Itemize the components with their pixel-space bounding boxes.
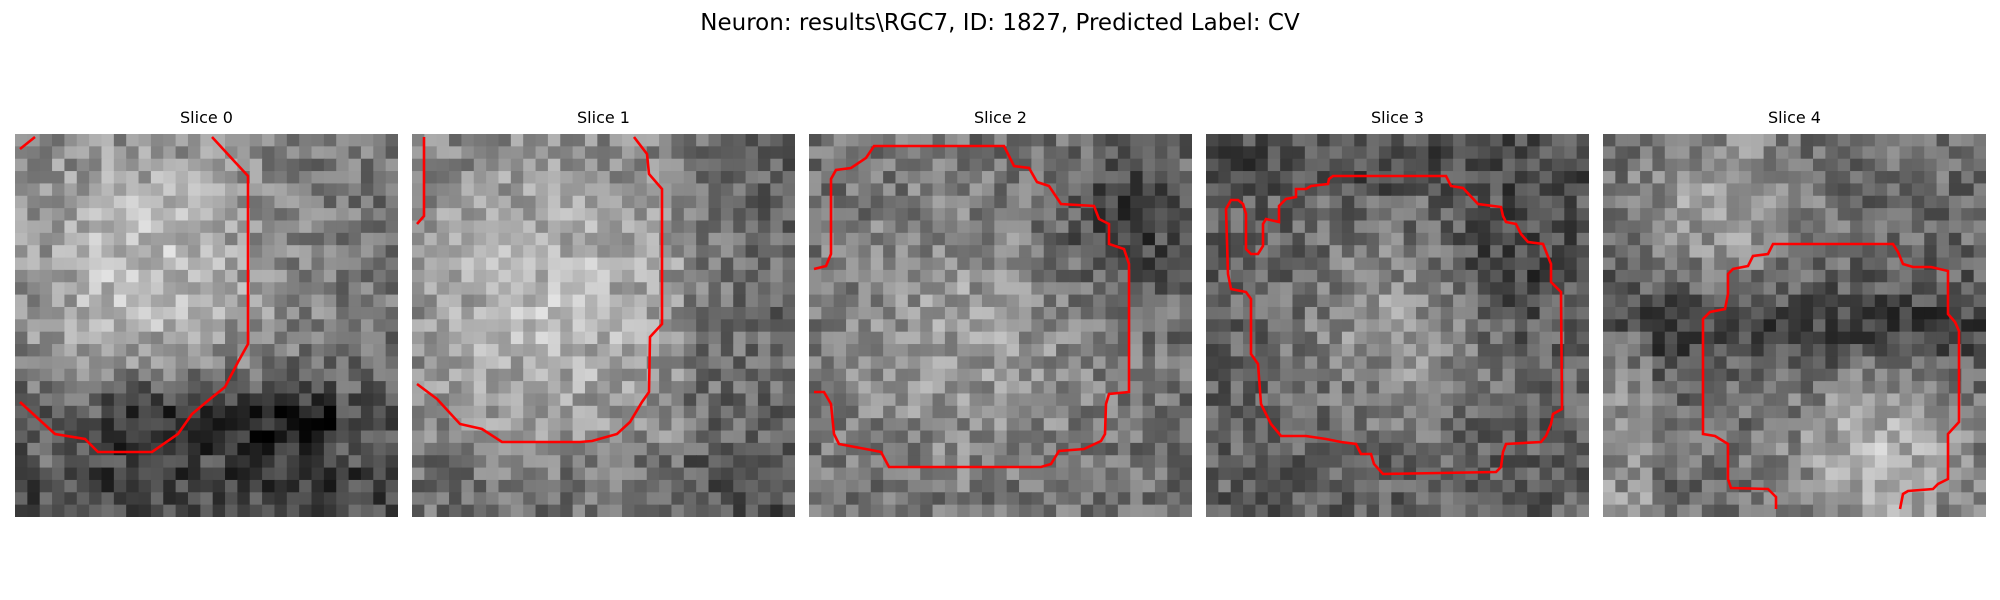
segmentation-contour — [1224, 174, 1564, 476]
slice-1-svg — [412, 134, 795, 517]
slice-title: Slice 2 — [974, 108, 1027, 127]
slice-image — [1206, 134, 1589, 517]
slice-4-svg — [1603, 134, 1986, 517]
slice-panel-0: Slice 0 — [15, 108, 398, 517]
slice-title: Slice 3 — [1371, 108, 1424, 127]
segmentation-contour — [416, 136, 664, 444]
segmentation-contour — [813, 144, 1131, 469]
segmentation-contour — [1701, 242, 1961, 510]
segmentation-contour — [19, 135, 250, 454]
slice-title: Slice 0 — [180, 108, 233, 127]
slice-image — [412, 134, 795, 517]
slice-image — [15, 134, 398, 517]
slice-3-svg — [1206, 134, 1589, 517]
slice-image — [1603, 134, 1986, 517]
slice-image — [809, 134, 1192, 517]
slice-panel-3: Slice 3 — [1206, 108, 1589, 517]
slice-panel-4: Slice 4 — [1603, 108, 1986, 517]
slice-panel-2: Slice 2 — [809, 108, 1192, 517]
slice-2-svg — [809, 134, 1192, 517]
figure-title: Neuron: results\RGC7, ID: 1827, Predicte… — [700, 10, 1300, 36]
slice-title: Slice 4 — [1768, 108, 1821, 127]
slice-0-svg — [15, 134, 398, 517]
slice-panel-1: Slice 1 — [412, 108, 795, 517]
slice-title: Slice 1 — [577, 108, 630, 127]
